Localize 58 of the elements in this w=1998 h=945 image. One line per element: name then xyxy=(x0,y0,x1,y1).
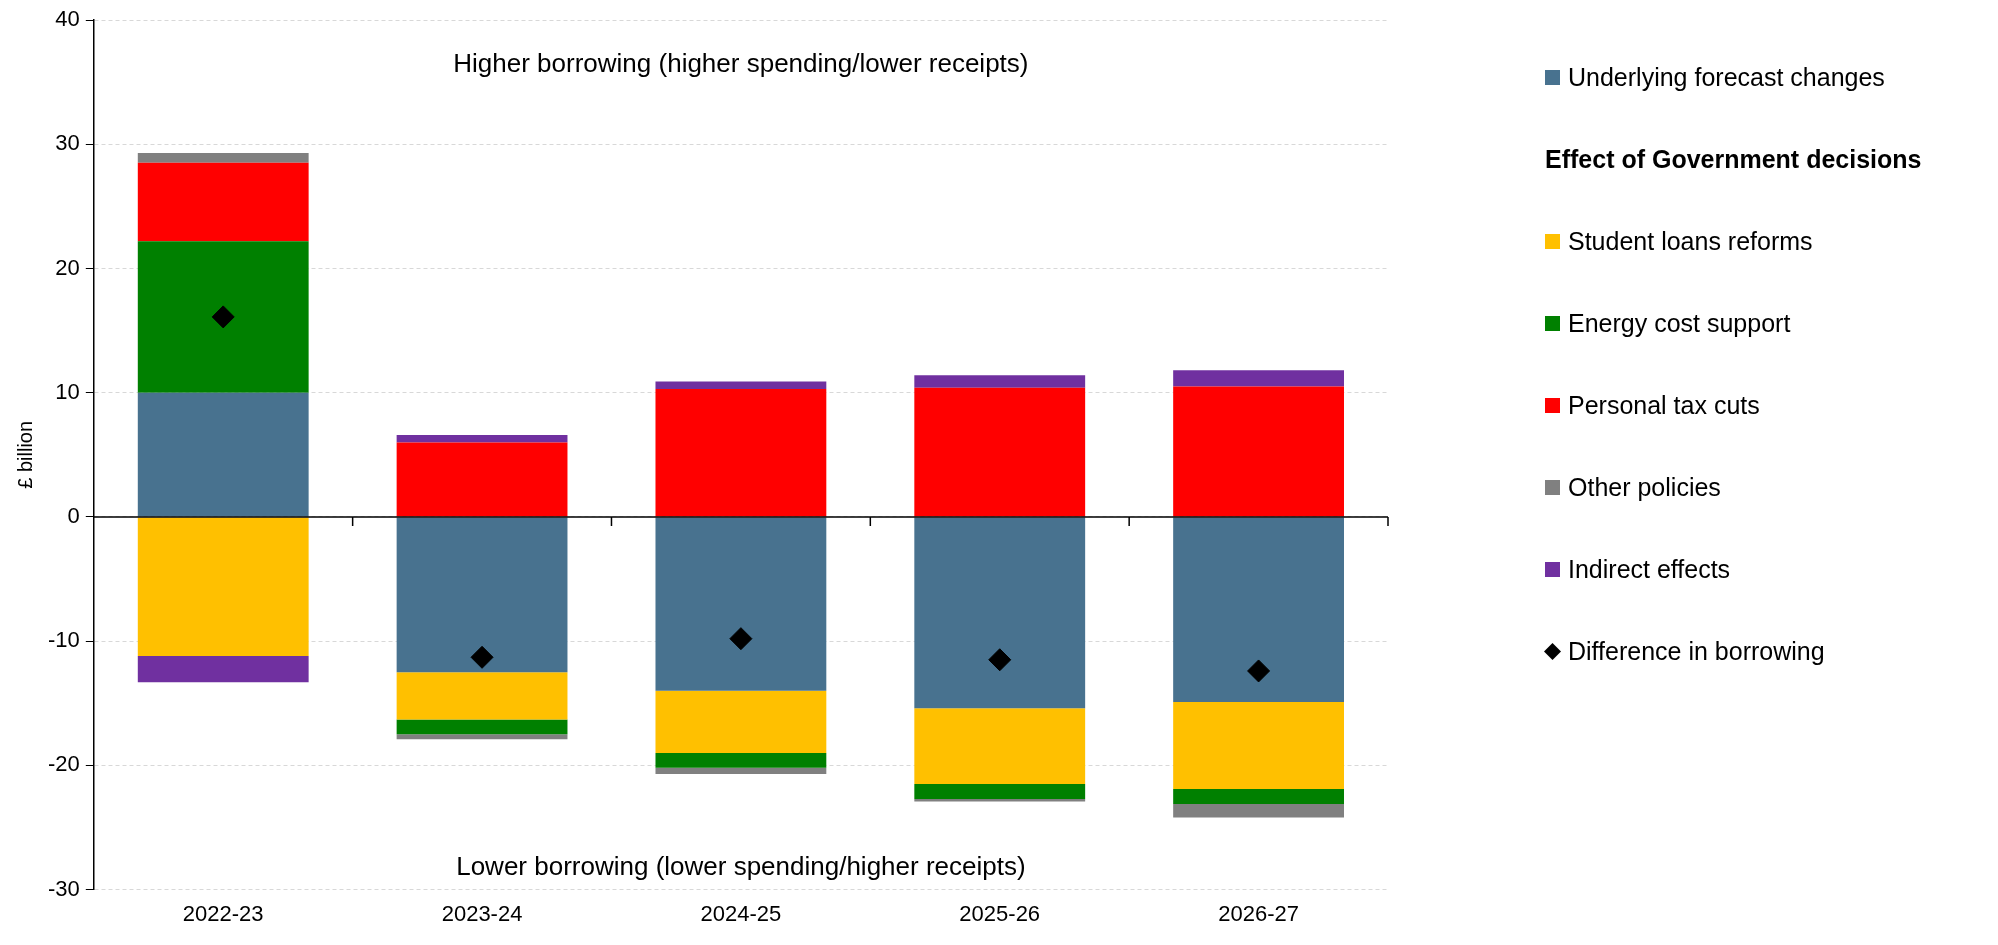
bar xyxy=(655,767,827,775)
legend-label: Personal tax cuts xyxy=(1568,390,1760,420)
annotation: Lower borrowing (lower spending/higher receipts) xyxy=(456,850,1026,881)
bar xyxy=(137,656,309,683)
bar xyxy=(914,708,1086,785)
bar xyxy=(914,517,1086,709)
bar xyxy=(396,734,568,740)
legend-label: Underlying forecast changes xyxy=(1568,62,1885,92)
bar xyxy=(396,434,568,443)
x-tick-label: 2022-23 xyxy=(182,900,264,926)
bar xyxy=(914,387,1086,517)
bar xyxy=(1173,702,1344,789)
y-tick-label: 20 xyxy=(55,254,80,280)
bar xyxy=(655,517,827,691)
bar xyxy=(1173,788,1344,804)
legend-title: Effect of Government decisions xyxy=(1545,143,1922,175)
point xyxy=(470,645,494,669)
bar xyxy=(396,442,568,517)
bar xyxy=(1173,370,1344,387)
y-tick-label: 40 xyxy=(55,6,80,32)
x-tick-label: 2023-24 xyxy=(441,900,523,926)
bar xyxy=(655,752,827,768)
x-tick-label: 2025-26 xyxy=(959,900,1041,926)
point xyxy=(211,305,235,329)
bar xyxy=(655,381,827,389)
y-tick-label: 10 xyxy=(55,378,80,404)
x-tick-label: 2026-27 xyxy=(1218,900,1299,926)
y-tick-label: 0 xyxy=(67,502,80,528)
legend-label: Student loans reforms xyxy=(1568,226,1813,256)
bar xyxy=(1173,803,1344,818)
y-tick-label: 30 xyxy=(55,130,80,156)
y-tick-label: -20 xyxy=(48,751,80,777)
legend-label: Energy cost support xyxy=(1568,308,1791,338)
bar xyxy=(914,784,1086,799)
y-axis-title: £ billion xyxy=(13,420,36,489)
bar xyxy=(137,392,309,517)
bar xyxy=(396,517,568,673)
annotation: Higher borrowing (higher spending/lower receipts) xyxy=(453,48,1029,79)
bar xyxy=(655,690,827,753)
bar xyxy=(396,672,568,720)
bar xyxy=(914,375,1086,388)
legend-label: Difference in borrowing xyxy=(1568,636,1825,666)
x-tick-label: 2024-25 xyxy=(700,900,782,926)
bar xyxy=(137,517,309,657)
y-tick-label: -10 xyxy=(48,627,80,653)
legend-label: Other policies xyxy=(1568,472,1721,502)
bar xyxy=(137,152,309,163)
bar xyxy=(137,241,309,393)
legend-label: Indirect effects xyxy=(1568,554,1731,584)
y-tick-label: -30 xyxy=(48,875,80,901)
point xyxy=(729,627,753,651)
bar xyxy=(655,388,827,517)
bar xyxy=(396,719,568,735)
point xyxy=(1247,659,1271,683)
bar xyxy=(1173,386,1344,517)
bar xyxy=(137,162,309,242)
point xyxy=(988,648,1012,672)
bar xyxy=(1173,517,1344,703)
